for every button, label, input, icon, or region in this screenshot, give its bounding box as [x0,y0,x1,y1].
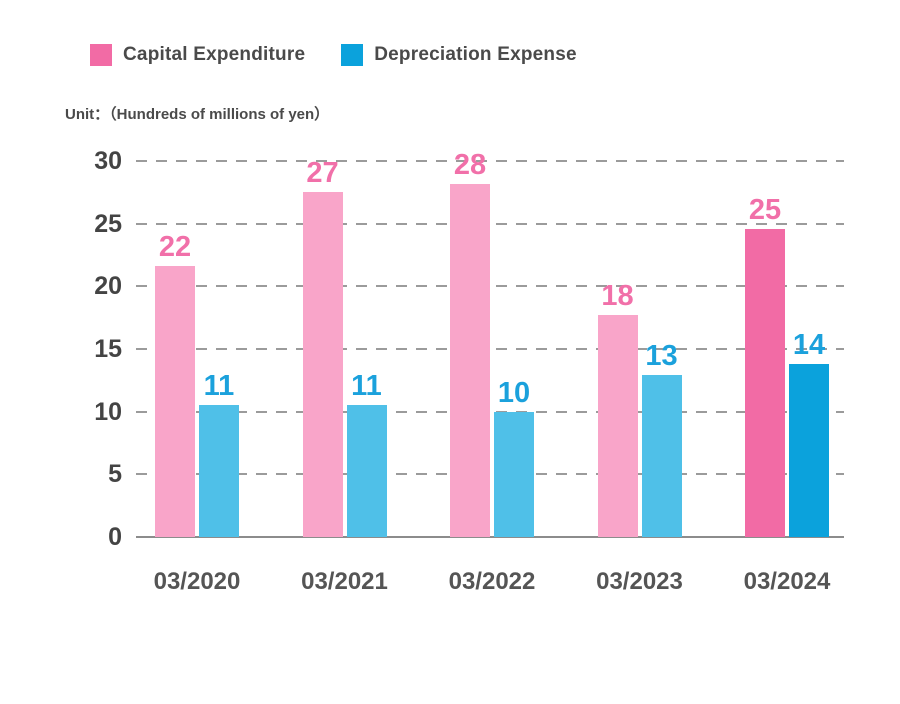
value-label-capex-03-2021: 27 [306,157,339,189]
bar-capex-03-2020 [155,266,195,537]
y-tick-5: 5 [108,460,122,489]
gridline-15 [136,348,844,350]
bar-depreciation-03-2022 [494,412,534,537]
bar-capex-03-2022 [450,184,490,537]
bar-depreciation-03-2024 [789,364,829,537]
bar-depreciation-03-2023 [641,375,682,537]
value-label-capex-03-2024: 25 [748,194,782,226]
value-label-depreciation-03-2021: 11 [351,370,382,402]
x-axis-baseline [136,536,844,538]
legend-item-capital-expenditure: Capital Expenditure [90,44,305,66]
bar-depreciation-03-2020 [199,405,239,537]
capital-expenditure-swatch [90,44,112,66]
legend-label-capital-expenditure: Capital Expenditure [123,44,306,65]
y-tick-30: 30 [94,147,122,175]
gridline-10 [136,410,844,413]
plot-area: 22 11 27 11 28 10 18 13 25 14 [136,151,844,538]
value-label-capex-03-2023: 18 [601,280,634,312]
bar-capex-03-2024 [745,229,785,537]
unit-label: Unit：（Hundreds of millions of yen） [65,106,330,123]
value-label-depreciation-03-2020: 11 [203,370,235,402]
value-label-depreciation-03-2024: 14 [792,329,826,361]
y-tick-25: 25 [94,209,122,238]
gridline-5 [136,473,844,476]
value-label-capex-03-2020: 22 [158,231,192,263]
x-label-03-2021: 03/2021 [301,568,388,595]
y-tick-0: 0 [108,523,122,551]
value-label-depreciation-03-2023: 13 [645,340,678,372]
x-label-03-2024: 03/2024 [743,568,831,595]
bar-depreciation-03-2021 [346,405,387,537]
x-label-03-2022: 03/2022 [448,568,536,595]
gridline-20 [136,285,844,288]
y-tick-10: 10 [94,397,122,426]
bar-capex-03-2021 [302,192,343,537]
x-label-03-2023: 03/2023 [596,568,683,595]
legend-item-depreciation-expense: Depreciation Expense [341,44,577,66]
y-tick-20: 20 [94,272,122,301]
depreciation-expense-swatch [341,44,364,66]
bar-capex-03-2023 [597,315,638,537]
x-label-03-2020: 03/2020 [153,568,241,595]
legend: Capital Expenditure Depreciation Expense [90,44,577,66]
y-tick-15: 15 [94,335,122,363]
value-label-capex-03-2022: 28 [453,149,487,181]
gridline-30 [136,160,844,162]
value-label-depreciation-03-2022: 10 [497,377,531,409]
legend-label-depreciation-expense: Depreciation Expense [374,44,577,65]
gridline-25 [136,222,844,225]
